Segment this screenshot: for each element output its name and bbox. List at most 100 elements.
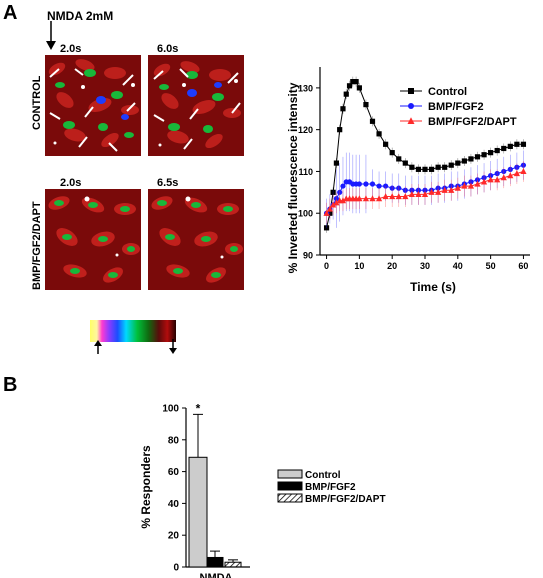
data-point <box>514 141 520 147</box>
bar-chart-ylabel: % Responders <box>139 445 153 529</box>
legend-swatch <box>277 469 303 479</box>
data-point <box>340 106 346 112</box>
data-point <box>448 162 454 168</box>
data-point <box>461 158 467 164</box>
panel-label-b: B <box>3 374 18 396</box>
row-label-treated: BMP/FGF2/DAPT <box>31 201 43 290</box>
data-point <box>389 193 396 200</box>
data-point <box>408 191 415 198</box>
data-point <box>474 177 481 183</box>
data-point <box>402 193 409 200</box>
data-point <box>415 191 422 198</box>
data-point <box>363 181 369 187</box>
timestamp-treated-second: 6.5s <box>157 177 179 189</box>
data-point <box>435 185 441 191</box>
line-chart-ytick-label: 130 <box>298 83 313 93</box>
data-point <box>356 195 363 202</box>
low-intensity-arrow-icon <box>94 340 102 354</box>
bar-bmp-fgf2-dapt <box>224 559 242 568</box>
data-point <box>343 91 349 97</box>
color-scale-bar <box>90 320 176 342</box>
micrograph-control-6s <box>148 55 244 156</box>
data-point <box>448 186 455 193</box>
bar-chart-ytick-label: 0 <box>173 563 179 574</box>
data-point <box>346 83 353 89</box>
legend-label: Control <box>428 86 467 98</box>
data-point <box>520 162 527 168</box>
data-point <box>353 79 359 85</box>
data-point <box>487 176 494 183</box>
row-label-control: CONTROL <box>31 75 43 130</box>
legend-marker <box>408 103 414 109</box>
data-point <box>402 160 408 166</box>
bar-control <box>188 413 208 568</box>
timestamp-control-second: 6.0s <box>157 43 179 55</box>
series-control <box>323 76 527 233</box>
data-point <box>494 170 500 177</box>
line-chart-xtick-label: 50 <box>486 261 496 271</box>
data-point <box>468 156 474 162</box>
line-chart-xlabel: Time (s) <box>410 280 456 294</box>
data-point <box>339 197 347 204</box>
line-chart-xtick-label: 40 <box>453 261 463 271</box>
data-point <box>501 145 507 152</box>
data-point <box>415 166 422 172</box>
line-chart-ytick-label: 90 <box>303 251 313 261</box>
series-bmp-fgf2-dapt <box>323 161 527 224</box>
data-point <box>467 182 475 189</box>
significance-marker: * <box>196 401 201 415</box>
bar-chart-ytick-label: 60 <box>168 467 180 478</box>
data-point <box>356 85 362 91</box>
high-intensity-arrow-icon <box>169 339 177 354</box>
data-point <box>383 141 389 147</box>
data-point <box>455 160 461 166</box>
line-chart-ylabel: % Inverted fluorescence intensity <box>286 82 300 273</box>
data-point <box>333 199 340 206</box>
legend-label: Control <box>305 470 341 481</box>
data-point <box>356 181 362 187</box>
data-point <box>382 193 389 200</box>
line-chart-ytick-label: 100 <box>298 209 313 219</box>
data-point <box>389 185 395 191</box>
data-point <box>507 143 513 149</box>
data-point <box>337 127 343 133</box>
data-point <box>501 168 507 175</box>
panel-label-a: A <box>3 2 18 24</box>
data-point <box>494 147 500 154</box>
bar-bmp-fgf2 <box>206 550 224 568</box>
legend-label: BMP/FGF2/DAPT <box>428 116 517 128</box>
bar <box>224 561 242 568</box>
legend-swatch <box>277 493 303 503</box>
data-point <box>402 187 408 193</box>
data-point <box>340 183 346 189</box>
data-point <box>363 102 369 108</box>
data-point <box>488 173 494 179</box>
data-point <box>520 141 527 147</box>
data-point <box>428 188 435 195</box>
legend-marker <box>407 117 415 124</box>
data-point <box>441 186 448 193</box>
data-point <box>323 209 330 216</box>
data-point <box>520 168 527 175</box>
data-point <box>376 183 382 189</box>
data-point <box>422 187 428 193</box>
data-point <box>389 150 395 156</box>
data-point <box>330 189 336 195</box>
data-point <box>395 193 402 200</box>
timestamp-control-first: 2.0s <box>60 43 82 55</box>
data-point <box>494 176 501 183</box>
data-point <box>369 195 376 202</box>
data-point <box>383 183 389 189</box>
legend-label: BMP/FGF2/DAPT <box>305 494 386 505</box>
line-chart-ytick-label: 110 <box>298 167 313 177</box>
bar-chart-ytick-label: 80 <box>168 435 180 446</box>
data-point <box>323 225 330 231</box>
data-point <box>362 195 370 202</box>
data-point <box>468 179 474 185</box>
data-point <box>481 175 487 181</box>
data-point <box>369 118 376 124</box>
line-chart-xtick-label: 60 <box>518 261 528 271</box>
data-point <box>375 195 383 202</box>
data-point <box>421 191 429 198</box>
